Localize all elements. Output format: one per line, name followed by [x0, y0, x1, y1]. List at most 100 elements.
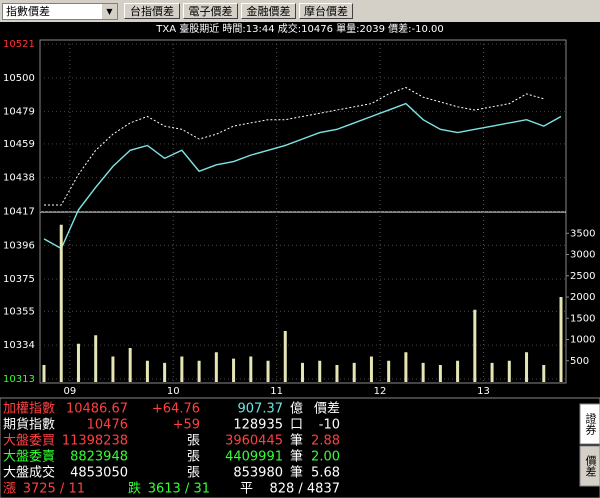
- volume-bar: [59, 224, 63, 382]
- side-tab[interactable]: [579, 445, 600, 487]
- volume-bar: [301, 362, 304, 382]
- y2-tick-label: 500: [570, 356, 589, 367]
- dropdown-text: 指數價差: [6, 5, 50, 18]
- volume-bar: [214, 352, 218, 382]
- x-tick-label: 11: [270, 386, 283, 397]
- table-cell: 張: [187, 450, 200, 465]
- volume-bar: [387, 360, 391, 382]
- button[interactable]: 摩台價差: [299, 3, 353, 19]
- volume-bar: [111, 356, 115, 382]
- table-cell: 大盤委買: [3, 434, 55, 449]
- y2-tick-label: 2000: [570, 292, 595, 303]
- y-tick-label: 10375: [3, 274, 35, 285]
- table-cell: 2.88: [311, 434, 340, 449]
- volume-bar: [94, 335, 98, 382]
- x-tick-label: 10: [167, 386, 180, 397]
- volume-bar: [525, 352, 529, 382]
- y-tick-label: 10313: [3, 374, 35, 385]
- volume-bar: [128, 348, 132, 382]
- table-cell: 5.68: [311, 466, 340, 481]
- toolbar: 指數價差 ▼ 台指價差 電子價差 金融價差 摩台價差: [0, 0, 600, 22]
- dropdown-arrow[interactable]: ▼: [102, 4, 117, 19]
- side-tab[interactable]: [579, 403, 600, 445]
- table-cell: 筆: [290, 466, 303, 481]
- volume-bar: [421, 362, 425, 382]
- y2-tick-label: 2500: [570, 271, 595, 282]
- table-cell: +64.76: [152, 402, 200, 417]
- table-cell: 筆: [290, 434, 303, 449]
- table-cell: 2.00: [311, 450, 340, 465]
- volume-bar: [490, 362, 494, 382]
- table-cell: 價差: [314, 402, 340, 417]
- y2-tick-label: 1500: [570, 313, 595, 324]
- y2-tick-label: 3000: [570, 250, 595, 261]
- y2-tick-label: 1000: [570, 335, 595, 346]
- table-cell: 口: [290, 418, 303, 433]
- series-line: [43, 102, 562, 250]
- volume-bar: [542, 365, 546, 382]
- table-cell: 4853050: [70, 466, 128, 481]
- table-cell: 億: [290, 401, 303, 417]
- volume-bar: [473, 309, 477, 382]
- table-cell: 11398238: [62, 434, 128, 449]
- table-cell: 大盤成交: [3, 465, 55, 481]
- info-line: TXA 臺股期近 時間:13:44 成交:10476 單量:2039 價差:-1…: [155, 22, 444, 35]
- volume-bar: [352, 362, 356, 382]
- volume-bar: [76, 343, 80, 382]
- breadth-text: 平: [240, 482, 253, 497]
- volume-bar: [283, 331, 287, 382]
- quote-panel: [0, 397, 600, 498]
- table-cell: 8823948: [70, 450, 128, 465]
- breadth-text: 3725 / 11: [23, 482, 85, 497]
- volume-bar: [369, 356, 373, 382]
- x-tick-label: 09: [63, 386, 76, 397]
- table-cell: 4409991: [225, 450, 283, 465]
- series-line: [44, 86, 544, 206]
- button[interactable]: 電子價差: [183, 3, 238, 19]
- y2-tick-label: 3500: [570, 228, 595, 239]
- volume-bar: [507, 360, 511, 382]
- table-cell: 大盤委賣: [3, 450, 55, 465]
- volume-bar: [335, 365, 339, 382]
- volume-bar: [318, 360, 322, 382]
- breadth-text: 跌: [128, 481, 141, 497]
- y-tick-label: 10417: [3, 207, 35, 218]
- volume-bar: [559, 297, 563, 382]
- volume-bar: [266, 360, 270, 382]
- table-cell: 128935: [233, 418, 283, 433]
- breadth-text: 3613 / 31: [148, 482, 210, 497]
- volume-bar: [197, 360, 201, 382]
- chart-area: TXA 臺股期近 時間:13:44 成交:10476 單量:2039 價差:-1…: [0, 22, 600, 498]
- button[interactable]: 台指價差: [124, 3, 180, 19]
- table-cell: 張: [187, 434, 200, 449]
- volume-bar: [163, 362, 167, 382]
- volume-bar: [456, 360, 460, 382]
- button[interactable]: 金融價差: [241, 3, 296, 19]
- table-cell: 3960445: [225, 434, 283, 449]
- breadth-text: 828 / 4837: [269, 482, 340, 497]
- breadth-text: 漲: [3, 482, 16, 497]
- y-tick-label: 10334: [3, 340, 35, 351]
- table-cell: 筆: [290, 450, 303, 465]
- volume-bar: [42, 365, 46, 382]
- table-cell: +59: [173, 418, 200, 433]
- y-tick-label: 10438: [3, 173, 35, 184]
- x-tick-label: 13: [477, 386, 490, 397]
- table-cell: 期貨指數: [3, 417, 55, 433]
- table-cell: 10476: [87, 418, 128, 433]
- table-cell: -10: [319, 418, 340, 433]
- table-cell: 張: [187, 466, 200, 481]
- y-tick-label: 10459: [3, 139, 35, 150]
- volume-bar: [145, 360, 149, 382]
- y-tick-label: 10500: [3, 73, 35, 84]
- dropdown[interactable]: 指數價差 ▼: [2, 3, 118, 20]
- table-cell: 853980: [233, 466, 283, 481]
- table-cell: 907.37: [238, 402, 284, 417]
- volume-bar: [232, 358, 236, 382]
- y-tick-label: 10355: [3, 306, 35, 317]
- y-tick-label: 10479: [3, 107, 35, 118]
- volume-bar: [180, 356, 184, 382]
- y-tick-label: 10396: [3, 240, 35, 251]
- volume-bar: [438, 365, 442, 382]
